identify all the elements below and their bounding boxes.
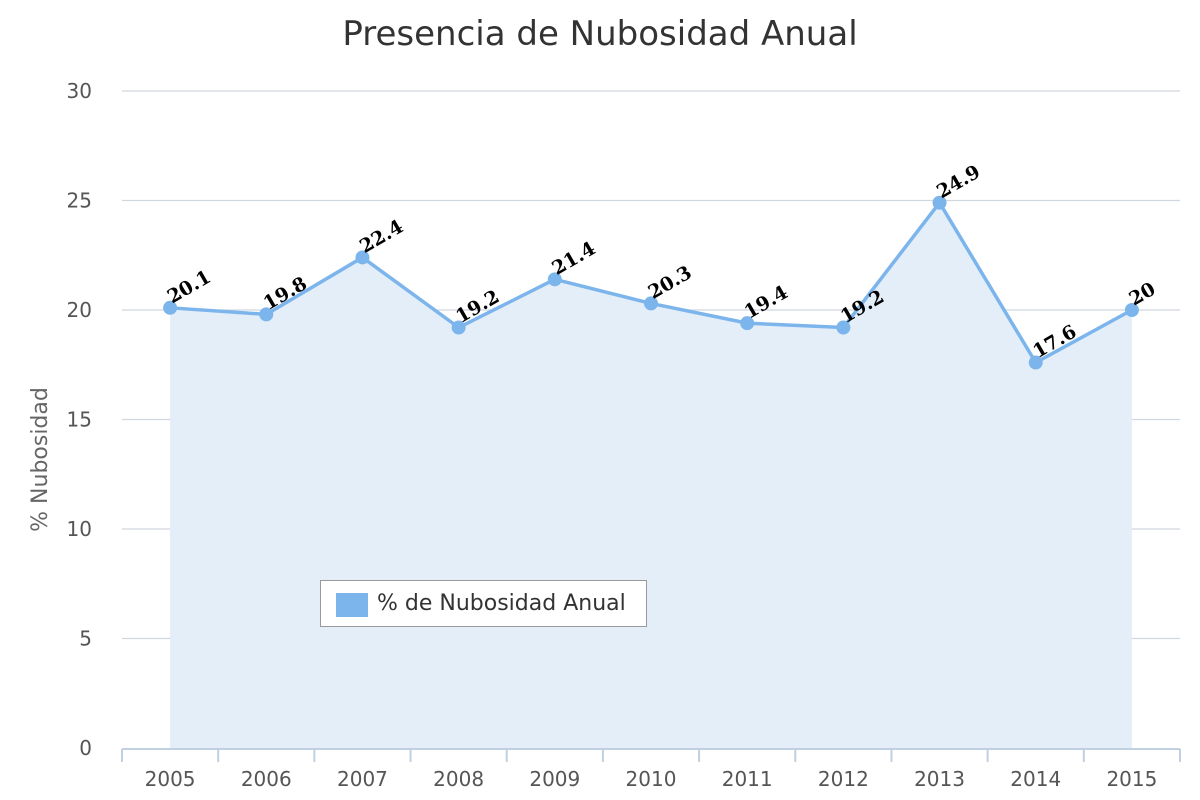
legend[interactable]: % de Nubosidad Anual [320,580,647,627]
y-axis: 0 5 10 15 20 25 30 [67,79,92,760]
y-tick-label: 5 [79,627,92,651]
data-point[interactable] [259,307,274,322]
data-label: 19.4 [741,281,792,323]
data-label: 20.1 [164,266,215,308]
x-tick-label: 2011 [722,767,773,791]
x-tick-label: 2015 [1106,767,1157,791]
data-point[interactable] [163,300,178,315]
x-tick-label: 2009 [529,767,580,791]
x-axis: 2005 2006 2007 2008 2009 2010 2011 2012 2013 2014… [121,748,1181,791]
x-tick-label: 2008 [433,767,484,791]
x-tick-label: 2005 [145,767,196,791]
x-tick-label: 2012 [818,767,869,791]
y-tick-label: 10 [67,517,92,541]
y-tick-label: 25 [67,189,92,213]
x-tick-label: 2006 [241,767,292,791]
legend-label: % de Nubosidad Anual [377,591,626,616]
y-tick-label: 20 [67,298,92,322]
data-point[interactable] [355,250,370,265]
data-point[interactable] [836,320,851,335]
x-tick-label: 2013 [914,767,965,791]
y-tick-label: 15 [67,408,92,432]
legend-swatch [336,593,368,617]
y-axis-title: % Nubosidad [28,387,53,532]
x-tick-label: 2010 [626,767,677,791]
data-point[interactable] [1028,355,1043,370]
data-point[interactable] [932,195,947,210]
data-point[interactable] [547,272,562,287]
data-label: 20.3 [645,262,696,304]
point-layer [163,195,1139,370]
data-label: 22.4 [356,216,407,258]
data-point[interactable] [740,316,755,331]
x-tick-label: 2014 [1010,767,1061,791]
data-point[interactable] [451,320,466,335]
chart-title: Presencia de Nubosidad Anual [342,14,858,54]
data-point[interactable] [644,296,658,311]
data-label: 24.9 [933,161,984,203]
y-tick-label: 30 [67,79,92,103]
y-tick-label: 0 [79,736,92,760]
data-point[interactable] [1124,303,1139,317]
x-tick-label: 2007 [337,767,388,791]
data-label: 21.4 [548,237,599,279]
